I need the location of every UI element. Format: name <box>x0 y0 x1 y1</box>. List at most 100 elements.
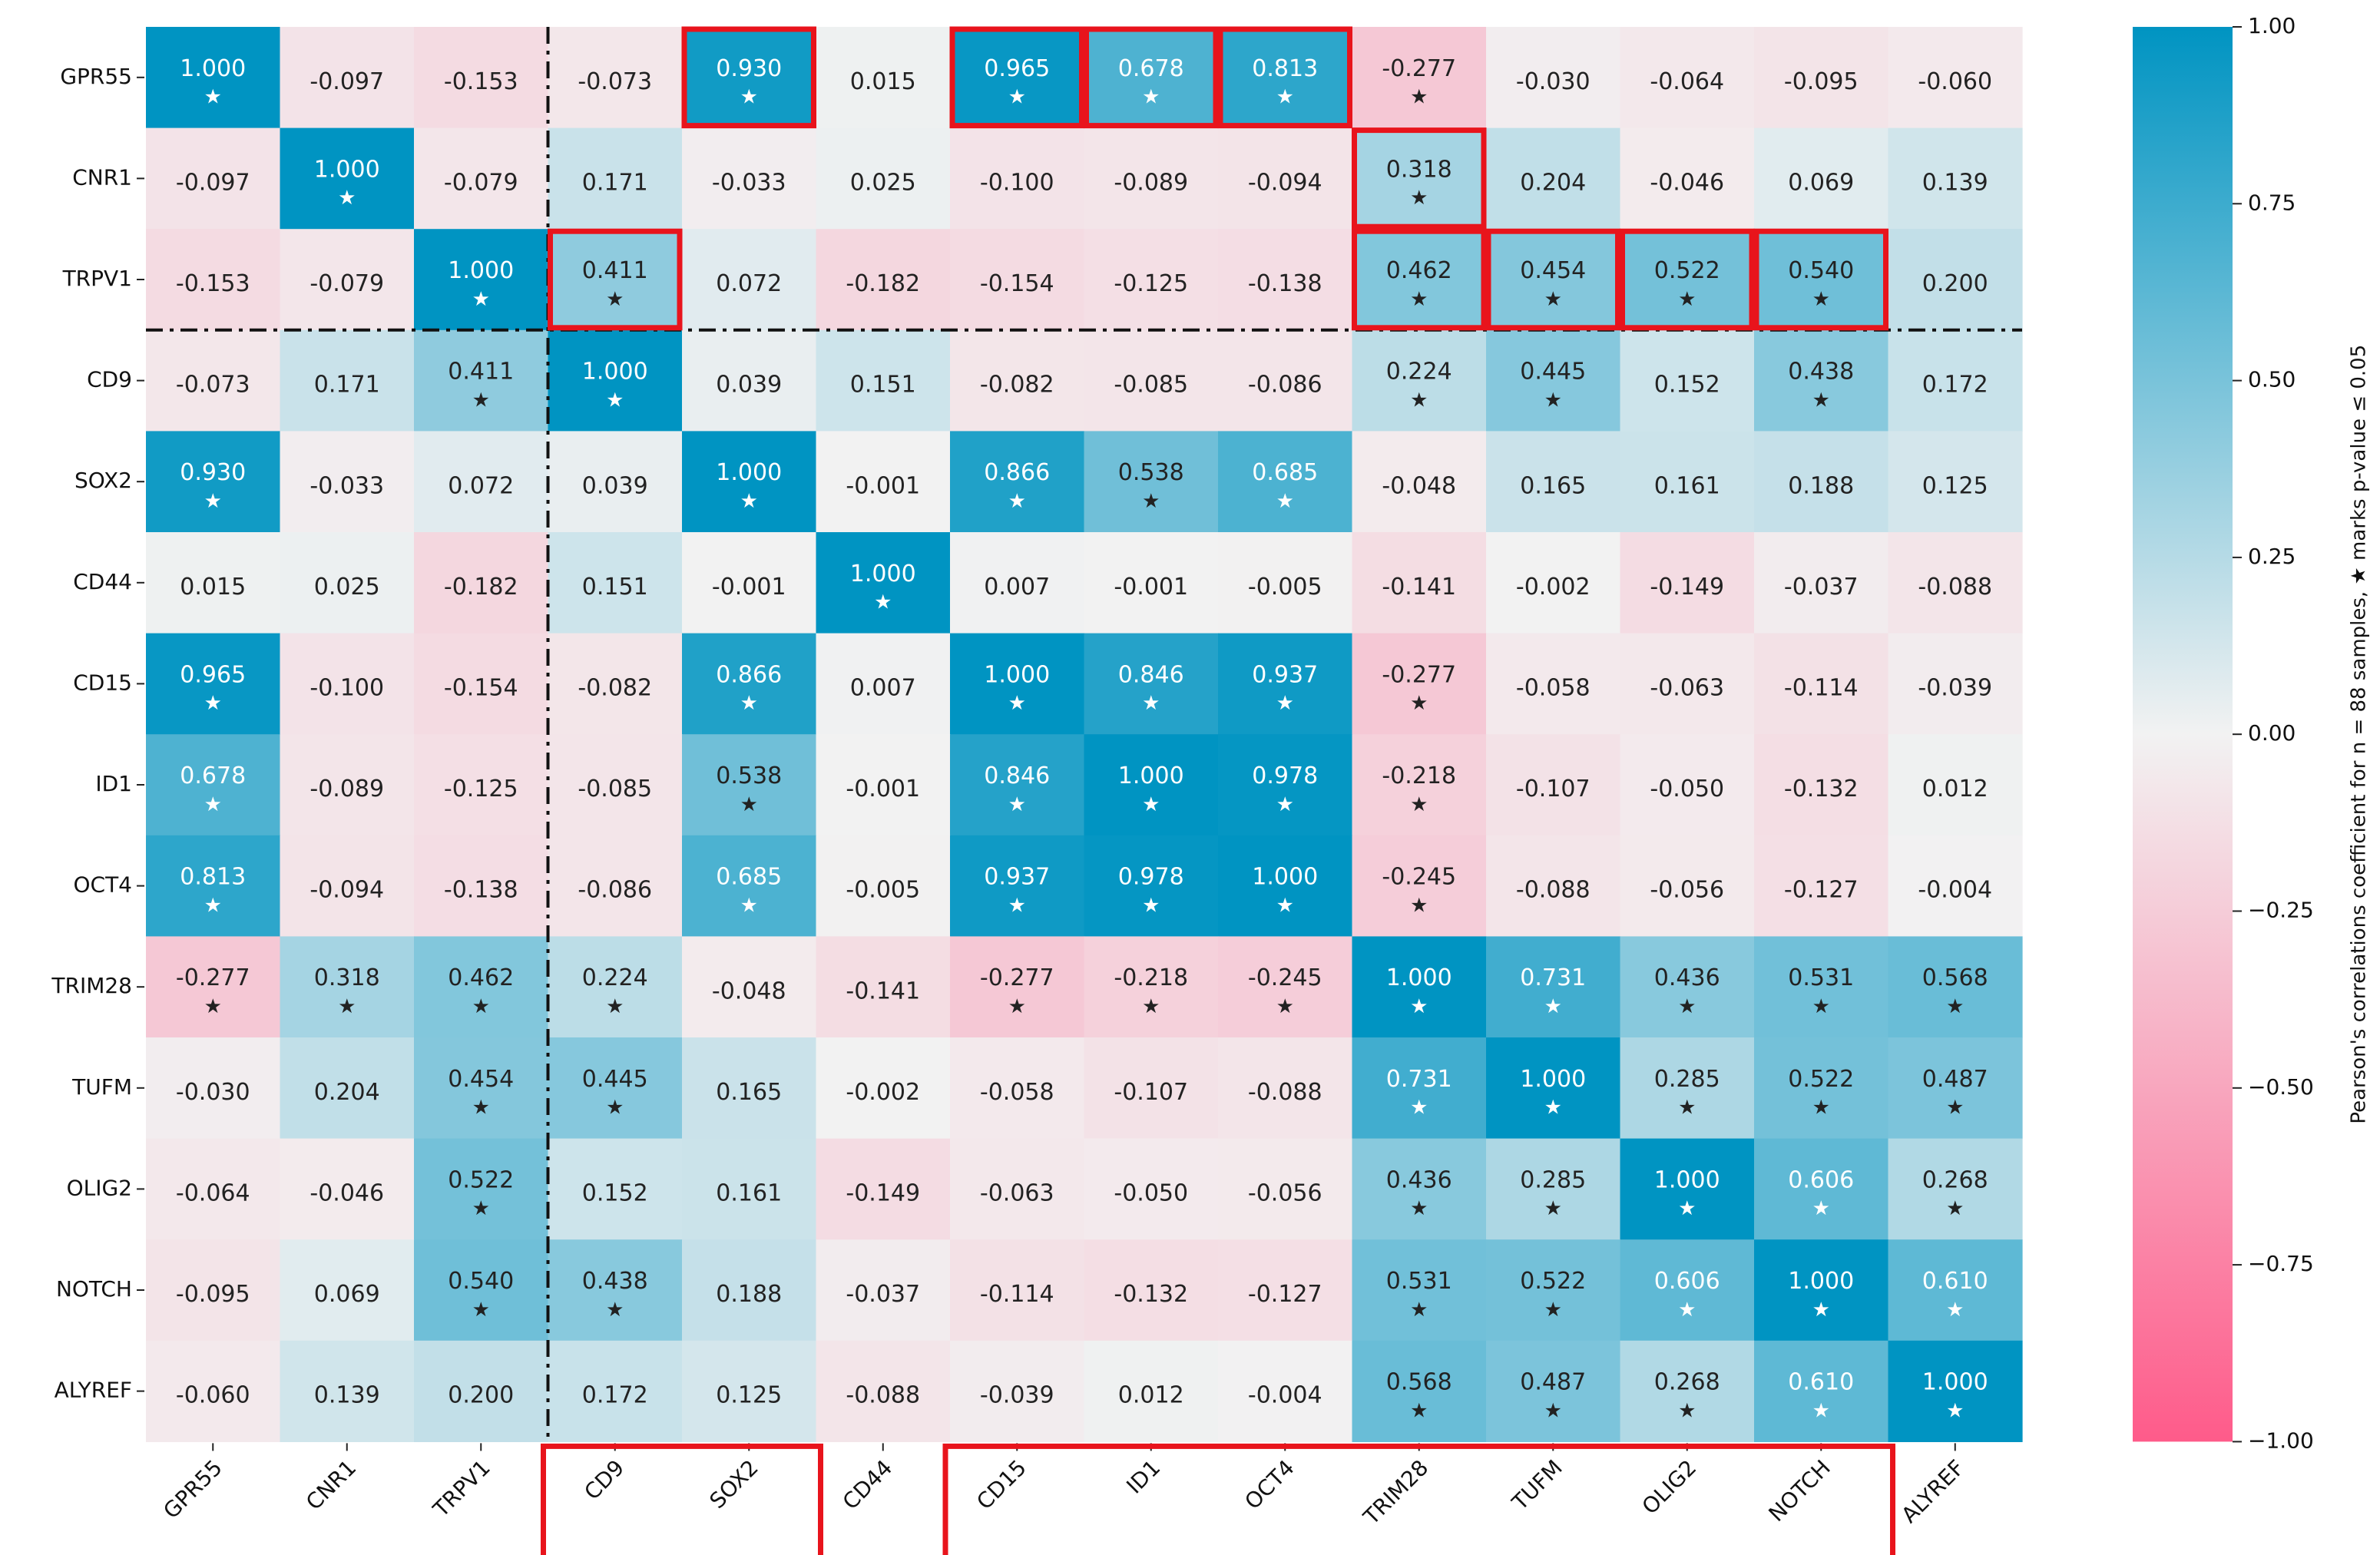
cell-value-label: 0.188 <box>716 1281 782 1308</box>
heatmap-cell <box>1754 1239 1889 1342</box>
heatmap-cell <box>548 229 683 331</box>
cell-value-label: 0.171 <box>582 169 648 196</box>
significance-star: ★ <box>606 288 624 311</box>
cell-value-label: -0.063 <box>980 1179 1054 1206</box>
significance-star: ★ <box>1946 995 1964 1018</box>
significance-star: ★ <box>1812 389 1830 412</box>
column-tick-label: NOTCH <box>1763 1455 1835 1527</box>
heatmap-cell <box>950 329 1085 432</box>
significance-star: ★ <box>1544 1299 1562 1322</box>
significance-star: ★ <box>1946 1299 1964 1322</box>
significance-star: ★ <box>1142 490 1160 513</box>
heatmap-cell <box>1620 835 1755 937</box>
significance-star: ★ <box>1410 1097 1428 1120</box>
heatmap-cell <box>1084 936 1219 1038</box>
cell-value-label: 0.930 <box>180 459 246 486</box>
cell-value-label: 1.000 <box>716 459 782 486</box>
significance-star: ★ <box>1276 692 1294 715</box>
heatmap-cell <box>682 229 817 331</box>
colorbar-tick-label: 0.00 <box>2248 720 2296 746</box>
heatmap-cell <box>280 27 415 129</box>
heatmap-cell <box>548 835 683 937</box>
cell-value-label: -0.094 <box>309 877 384 904</box>
cell-value-label: 0.540 <box>1788 257 1854 284</box>
heatmap-cell <box>816 532 951 634</box>
significance-star: ★ <box>1946 1197 1964 1220</box>
row-tick-label: TRPV1 <box>62 266 132 291</box>
heatmap-cell <box>1486 1037 1621 1140</box>
highlight-box <box>1217 26 1352 129</box>
heatmap-cell <box>1620 1340 1755 1442</box>
heatmap-cell <box>1352 1239 1487 1342</box>
significance-star: ★ <box>1812 1097 1830 1120</box>
significance-star: ★ <box>1276 995 1294 1018</box>
cell-value-label: 1.000 <box>1386 964 1452 991</box>
heatmap-values: 1.000 ★ -0.097 -0.153 -0.073 0.930 ★ 0.015 0.965… <box>176 55 1992 1423</box>
significance-star: ★ <box>1410 288 1428 311</box>
cell-value-label: 0.015 <box>850 68 916 95</box>
heatmap-cell <box>682 936 817 1038</box>
cell-value-label: -0.001 <box>712 574 786 600</box>
row-tick-label: CNR1 <box>72 164 132 190</box>
heatmap-cell <box>816 229 951 331</box>
cell-value-label: -0.056 <box>1650 877 1724 904</box>
heatmap-cell <box>1486 229 1621 331</box>
cell-value-label: -0.046 <box>1650 169 1724 196</box>
colorbar-tick-label: −0.75 <box>2248 1251 2314 1276</box>
cell-value-label: -0.004 <box>1248 1382 1322 1409</box>
heatmap-cell <box>1084 329 1219 432</box>
significance-star: ★ <box>606 389 624 412</box>
heatmap-cell <box>950 633 1085 735</box>
heatmap-cell <box>548 734 683 836</box>
heatmap-cell <box>682 27 817 129</box>
significance-star: ★ <box>1678 1097 1696 1120</box>
cell-value-label: 0.606 <box>1654 1268 1720 1295</box>
heatmap-cell <box>1754 835 1889 937</box>
highlight-boxes <box>541 26 1895 1555</box>
heatmap-cell <box>816 431 951 533</box>
colorbar-tick-label: −0.25 <box>2248 898 2314 923</box>
cell-value-label: 0.438 <box>582 1268 648 1295</box>
cell-value-label: 1.000 <box>180 55 246 82</box>
heatmap-cell <box>548 532 683 634</box>
heatmap-cell <box>950 1037 1085 1140</box>
heatmap-cell <box>816 1037 951 1140</box>
heatmap-cell <box>146 1340 281 1442</box>
heatmap-cell <box>414 532 549 634</box>
cell-value-label: 0.069 <box>314 1281 380 1308</box>
cell-value-label: -0.079 <box>309 270 384 297</box>
row-tick-label: CD44 <box>73 569 132 594</box>
heatmap-cell <box>1084 127 1219 230</box>
significance-star: ★ <box>606 1097 624 1120</box>
cell-value-label: 0.965 <box>180 661 246 688</box>
cell-value-label: 0.025 <box>850 169 916 196</box>
heatmap-cell <box>1352 633 1487 735</box>
significance-star: ★ <box>338 187 356 210</box>
heatmap-cell <box>1888 329 2023 432</box>
cell-value-label: 1.000 <box>850 561 916 587</box>
cell-value-label: -0.114 <box>980 1281 1054 1308</box>
colorbar-tick-label: 0.25 <box>2248 544 2296 569</box>
cell-value-label: -0.037 <box>1784 574 1859 600</box>
column-tick-label: ID1 <box>1121 1455 1165 1499</box>
heatmap-cell <box>950 1340 1085 1442</box>
cell-value-label: 0.522 <box>1520 1268 1586 1295</box>
cell-value-label: -0.245 <box>1248 964 1322 991</box>
highlight-box <box>548 228 683 331</box>
heatmap-cell <box>1218 633 1353 735</box>
cell-value-label: 0.866 <box>984 459 1050 486</box>
heatmap-cell <box>1084 229 1219 331</box>
cell-value-label: -0.085 <box>1114 372 1188 399</box>
heatmap-cell <box>1888 127 2023 230</box>
cell-value-label: 0.151 <box>850 372 916 399</box>
cell-value-label: -0.073 <box>578 68 652 95</box>
cell-value-label: -0.141 <box>1382 574 1456 600</box>
significance-star: ★ <box>740 793 758 816</box>
heatmap-cell <box>1754 229 1889 331</box>
heatmap-cell <box>1218 229 1353 331</box>
cell-value-label: 0.268 <box>1922 1166 1988 1193</box>
significance-star: ★ <box>606 995 624 1018</box>
cell-value-label: -0.030 <box>1516 68 1591 95</box>
heatmap-cell <box>1218 329 1353 432</box>
cell-value-label: 0.540 <box>448 1268 514 1295</box>
